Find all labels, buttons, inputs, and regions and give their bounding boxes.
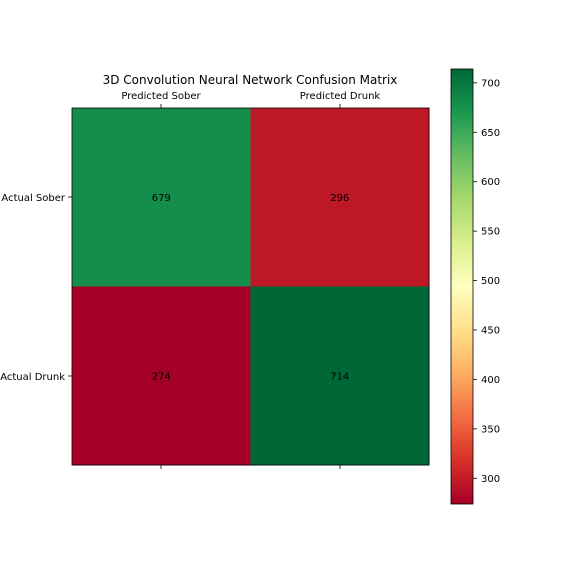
x-tick-label-predicted-sober: Predicted Sober: [121, 91, 201, 102]
colorbar-tick-label-450: 450: [481, 326, 500, 337]
heatmap-frame: [71, 107, 430, 466]
colorbar-tick-label-650: 650: [481, 128, 500, 139]
colorbar-tick-label-700: 700: [481, 78, 500, 89]
y-tick-label-actual-sober: Actual Sober: [1, 193, 65, 204]
heatmap-cell-labels: 679 296 274 714: [152, 193, 350, 383]
colorbar-ticks: 300 350 400 450 500 550 600 650 700: [473, 78, 500, 485]
heatmap-cell-r1-c1: [250, 286, 430, 466]
colorbar-tick-label-500: 500: [481, 276, 500, 287]
cell-value-label-r0-c0: 679: [152, 193, 171, 204]
heatmap-cell-r0-c1: [250, 108, 430, 287]
cell-value-label-r1-c0: 274: [152, 371, 171, 382]
chart-title: 3D Convolution Neural Network Confusion …: [103, 73, 398, 87]
colorbar-tick-label-400: 400: [481, 375, 500, 386]
x-tick-marks: [160, 104, 341, 469]
y-tick-marks: [68, 196, 72, 377]
colorbar-tick-label-550: 550: [481, 227, 500, 238]
heatmap-cell-r0-c0: [72, 108, 251, 287]
colorbar-tick-label-350: 350: [481, 424, 500, 435]
cell-value-label-r0-c1: 296: [330, 193, 349, 204]
heatmap-cell-r1-c0: [72, 286, 251, 466]
x-tick-label-predicted-drunk: Predicted Drunk: [300, 91, 381, 102]
colorbar-tick-label-300: 300: [481, 474, 500, 485]
colorbar-tick-label-600: 600: [481, 177, 500, 188]
colorbar: [450, 68, 474, 505]
y-tick-label-actual-drunk: Actual Drunk: [0, 372, 65, 383]
heatmap-cells: [72, 108, 430, 466]
cell-value-label-r1-c1: 714: [330, 371, 349, 382]
